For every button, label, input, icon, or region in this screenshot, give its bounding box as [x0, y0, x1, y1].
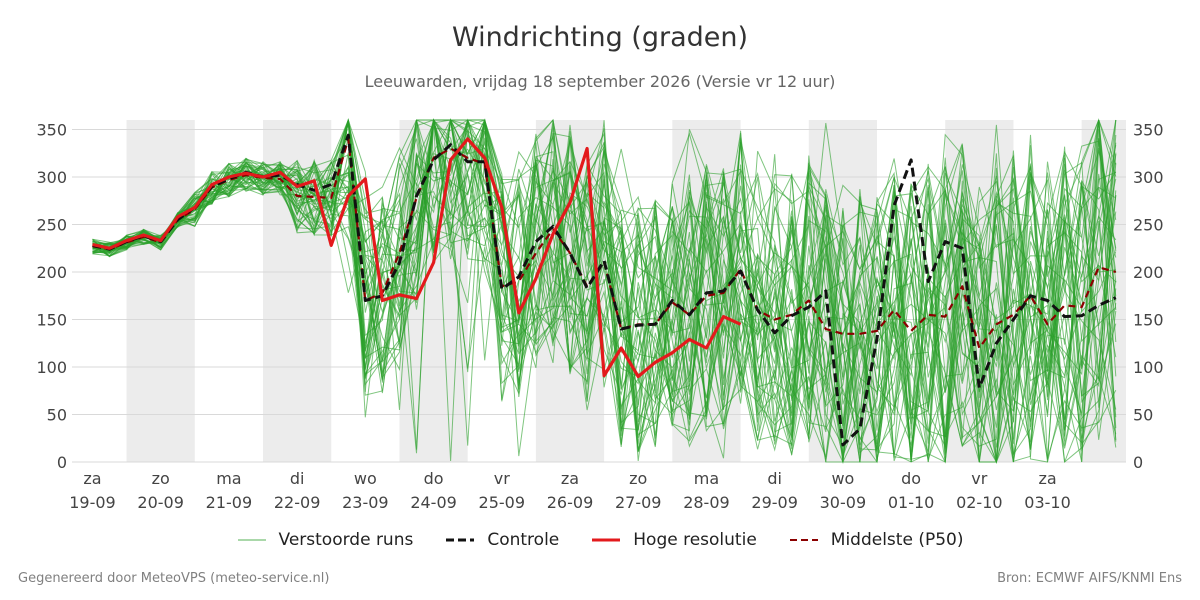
ensemble-runs [92, 118, 1117, 464]
ensemble-run-line [92, 119, 1117, 461]
y-tick-label-left: 50 [47, 406, 67, 425]
chart-title: Windrichting (graden) [451, 22, 749, 53]
x-tick-label: wo 30-09 [820, 469, 867, 512]
legend-label-ensemble: Verstoorde runs [278, 530, 414, 550]
y-tick-label-left: 350 [36, 121, 67, 140]
legend-swatch-ensemble [237, 539, 266, 541]
ensemble-run-line [92, 119, 1117, 463]
series-line-hoge-resolutie [92, 137, 742, 379]
y-tick-label-right: 50 [1133, 406, 1153, 425]
x-tick-label: vr 02-10 [956, 469, 1003, 512]
legend-label-hires: Hoge resolutie [633, 530, 757, 550]
x-axis: za 19-09 zo 20-09 ma 21-09 di 22-09 wo 23-09 do 24-… [69, 469, 1071, 512]
legend-item-control: Controle [445, 530, 559, 550]
x-tick-label: zo 20-09 [137, 469, 184, 512]
y-tick-label-left: 300 [36, 168, 67, 187]
y-tick-label-right: 150 [1133, 311, 1164, 330]
ensemble-run-line [92, 119, 1117, 463]
ensemble-run-line [92, 118, 1117, 463]
x-tick-label: za 19-09 [69, 469, 116, 512]
y-axis-left: 0 50 100 150 200 250 300 350 [36, 121, 67, 473]
y-axis-right: 0 50 100 150 200 250 300 350 [1133, 121, 1164, 473]
chart-subtitle: Leeuwarden, vrijdag 18 september 2026 (V… [364, 72, 836, 91]
x-tick-label: do 01-10 [888, 469, 935, 512]
legend-item-ensemble: Verstoorde runs [237, 530, 414, 550]
weekend-band [126, 120, 195, 462]
x-tick-label: di 22-09 [274, 469, 321, 512]
ensemble-run-line [92, 119, 1117, 451]
ensemble-run-line [92, 119, 1117, 454]
legend-item-hires: Hoge resolutie [591, 530, 757, 550]
footer-generated-by: Gegenereerd door MeteoVPS (meteo-service… [18, 571, 330, 586]
y-tick-label-left: 150 [36, 311, 67, 330]
legend-label-control: Controle [487, 530, 560, 550]
y-tick-label-right: 200 [1133, 263, 1164, 282]
legend-swatch-control [446, 538, 475, 542]
y-tick-label-left: 200 [36, 263, 67, 282]
x-tick-label: di 29-09 [751, 469, 798, 512]
x-tick-label: ma 21-09 [206, 469, 253, 512]
y-tick-label-left: 0 [57, 453, 67, 472]
legend-swatch-median [789, 539, 818, 541]
legend: Verstoorde runs Controle Hoge resolutie … [0, 530, 1200, 550]
ensemble-run-line [92, 119, 1117, 463]
x-tick-label: wo 23-09 [342, 469, 389, 512]
y-tick-label-left: 100 [36, 358, 67, 377]
ensemble-run-line [92, 118, 1117, 463]
x-tick-label: za 26-09 [547, 469, 594, 512]
footer-source: Bron: ECMWF AIFS/KNMI Ens [997, 571, 1182, 586]
y-tick-label-right: 0 [1133, 453, 1143, 472]
legend-label-median: Middelste (P50) [830, 530, 964, 550]
legend-item-median: Middelste (P50) [789, 530, 964, 550]
y-tick-label-left: 250 [36, 216, 67, 235]
ensemble-run-line [92, 119, 1117, 463]
x-tick-label: vr 25-09 [479, 469, 526, 512]
x-tick-label: ma 28-09 [683, 469, 730, 512]
y-tick-label-right: 300 [1133, 168, 1164, 187]
wind-direction-chart: 0 50 100 150 200 250 300 350 0 50 100 150 200 250 300… [36, 118, 1164, 512]
main-series [92, 133, 1117, 447]
legend-swatch-hires [592, 538, 621, 542]
x-tick-label: do 24-09 [410, 469, 457, 512]
y-tick-label-right: 250 [1133, 216, 1164, 235]
x-tick-label: za 03-10 [1024, 469, 1071, 512]
y-tick-label-right: 100 [1133, 358, 1164, 377]
y-tick-label-right: 350 [1133, 121, 1164, 140]
x-tick-label: zo 27-09 [615, 469, 662, 512]
